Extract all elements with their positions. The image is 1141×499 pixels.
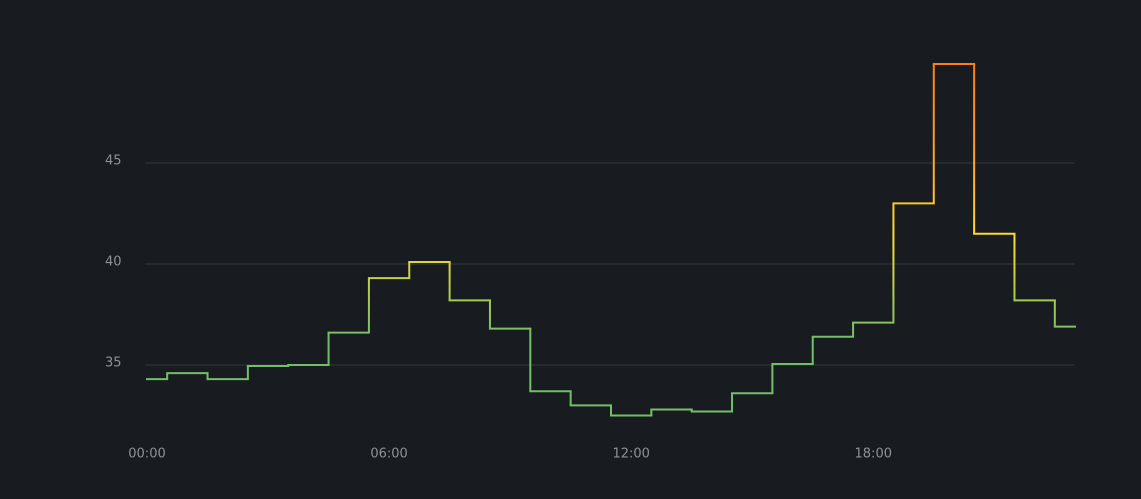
x-tick-label: 06:00 [370, 447, 407, 462]
x-tick-label: 00:00 [128, 447, 165, 462]
y-tick-label: 45 [105, 154, 122, 169]
x-tick-label: 18:00 [855, 447, 892, 462]
y-tick-label: 35 [105, 356, 122, 371]
x-tick-label: 12:00 [612, 447, 649, 462]
y-tick-label: 40 [105, 255, 122, 270]
